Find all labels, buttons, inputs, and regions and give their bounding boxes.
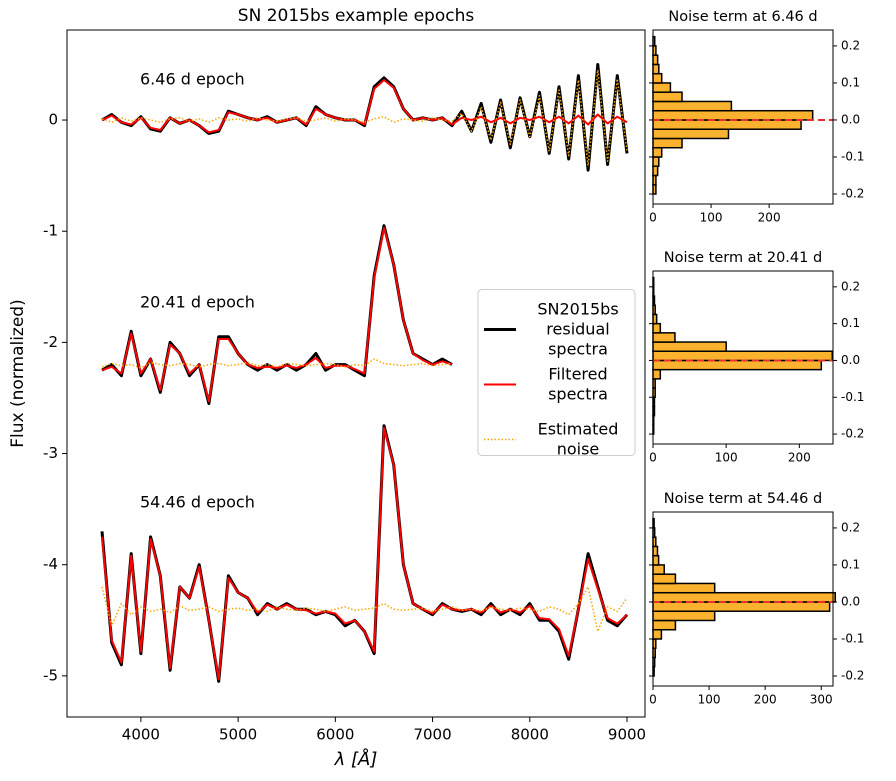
histogram-bar xyxy=(652,63,660,75)
y-tick-label: -0.2 xyxy=(841,669,864,683)
histogram-bar xyxy=(652,137,683,149)
y-tick-label: -0.1 xyxy=(841,149,864,163)
histogram-bar xyxy=(652,591,836,603)
axes-frame xyxy=(652,29,834,205)
y-tick-label: 0 xyxy=(48,111,58,129)
y-tick-label: 0.0 xyxy=(841,594,860,608)
y-tick-label: 0.1 xyxy=(841,316,860,330)
y-tick-label: -0.1 xyxy=(841,631,864,645)
histogram-bar xyxy=(652,554,660,566)
y-tick-label: 0.1 xyxy=(841,557,860,571)
x-tick-label: 200 xyxy=(788,451,811,465)
y-axis-label: Flux (normalized) xyxy=(8,299,28,447)
x-tick-label: 100 xyxy=(715,451,738,465)
x-tick-label: 5000 xyxy=(219,726,257,744)
chart-title: Noise term at 20.41 d xyxy=(664,250,822,266)
x-tick-label: 100 xyxy=(698,693,721,707)
histogram-bar xyxy=(652,610,716,622)
spectrum-line xyxy=(100,424,629,683)
x-tick-label: 8000 xyxy=(511,726,549,744)
histogram-bar xyxy=(652,313,658,325)
histogram-bar xyxy=(652,119,802,130)
y-tick-label: -2 xyxy=(43,333,58,351)
x-tick-label: 300 xyxy=(810,693,833,707)
axes-frame xyxy=(652,511,834,687)
legend-box xyxy=(477,289,636,456)
histogram-bar xyxy=(652,156,660,167)
spectrum-line xyxy=(101,69,628,167)
x-tick-label: 200 xyxy=(754,693,777,707)
x-tick-label: 0 xyxy=(649,211,657,225)
histogram-bar xyxy=(652,628,663,640)
spectrum-line xyxy=(101,358,453,369)
axes-frame xyxy=(66,29,646,718)
histogram-bar xyxy=(652,146,663,158)
y-tick-label: -0.2 xyxy=(841,427,864,441)
y-tick-label: 0.2 xyxy=(841,520,860,534)
histogram-bar xyxy=(652,573,677,585)
histogram-bar xyxy=(652,341,727,352)
epoch-annotation: 20.41 d epoch xyxy=(140,293,255,312)
histogram-bar xyxy=(652,619,677,631)
x-tick-label: 6000 xyxy=(316,726,354,744)
histogram-bar xyxy=(652,359,823,371)
spectrum-line xyxy=(101,226,453,403)
x-axis-label: λ [Å] xyxy=(334,748,378,770)
x-tick-label: 200 xyxy=(758,211,781,225)
spectrum-line xyxy=(101,79,628,134)
histogram-bar xyxy=(652,564,665,575)
y-tick-label: 0.1 xyxy=(841,75,860,89)
histogram-bar xyxy=(652,109,814,121)
spectrum-line xyxy=(101,427,628,681)
histogram-bar xyxy=(652,368,662,380)
epoch-annotation: 54.46 d epoch xyxy=(140,493,255,512)
y-tick-label: -0.2 xyxy=(841,187,864,201)
spectrum-line xyxy=(101,224,453,405)
x-tick-label: 4000 xyxy=(122,726,160,744)
x-tick-label: 9000 xyxy=(608,726,646,744)
legend-label: SN2015bs residual spectra xyxy=(537,299,618,358)
histogram-bar xyxy=(652,350,834,362)
y-tick-label: -4 xyxy=(43,555,58,573)
x-tick-label: 0 xyxy=(649,693,657,707)
y-tick-label: -0.1 xyxy=(841,390,864,404)
histogram-bar xyxy=(652,332,676,343)
histogram-bar xyxy=(652,72,663,84)
y-tick-label: 0.0 xyxy=(841,112,860,126)
histogram-bar xyxy=(652,54,659,66)
chart-title: SN 2015bs example epochs xyxy=(238,6,475,26)
histogram-bar xyxy=(652,322,662,334)
histogram-bar xyxy=(652,100,733,112)
histogram-bar xyxy=(652,128,730,140)
histogram-bar xyxy=(652,91,683,103)
histogram-bar xyxy=(652,165,659,177)
chart-title: Noise term at 6.46 d xyxy=(668,9,817,25)
epoch-annotation: 6.46 d epoch xyxy=(140,70,245,89)
y-tick-label: -1 xyxy=(43,222,58,240)
axes-frame xyxy=(652,270,834,445)
y-tick-label: 0.0 xyxy=(841,353,860,367)
y-tick-label: 0.2 xyxy=(841,279,860,293)
y-tick-label: -5 xyxy=(43,666,58,684)
x-tick-label: 100 xyxy=(700,211,723,225)
histogram-bar xyxy=(652,545,659,557)
spectrum-line xyxy=(101,586,628,633)
x-tick-label: 0 xyxy=(649,451,657,465)
histogram-bar xyxy=(652,601,831,612)
y-tick-label: -3 xyxy=(43,444,58,462)
legend-label: Filtered spectra xyxy=(548,364,608,403)
y-tick-label: 0.2 xyxy=(841,38,860,52)
chart-title: Noise term at 54.46 d xyxy=(664,491,822,507)
histogram-bar xyxy=(652,582,716,594)
legend-label: Estimated noise xyxy=(538,419,619,458)
x-tick-label: 7000 xyxy=(413,726,451,744)
histogram-bar xyxy=(652,82,672,93)
